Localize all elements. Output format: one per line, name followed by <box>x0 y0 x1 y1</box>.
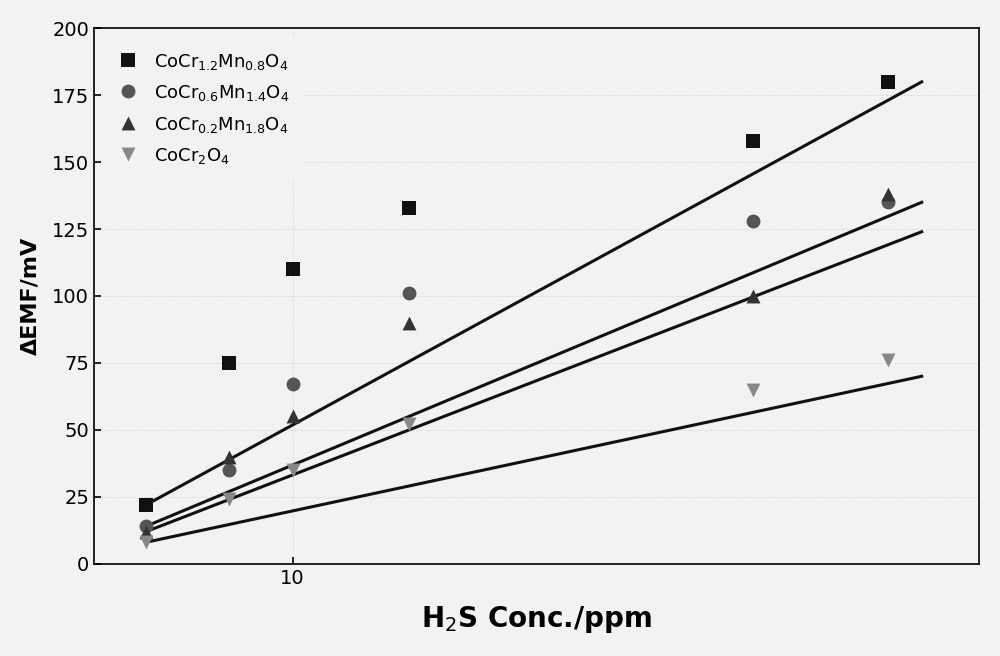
CoCr$_{0.2}$Mn$_{1.8}$O$_4$ <box>745 291 761 301</box>
CoCr$_{1.2}$Mn$_{0.8}$O$_4$ <box>745 136 761 146</box>
CoCr$_{1.2}$Mn$_{0.8}$O$_4$ <box>138 499 154 510</box>
CoCr$_2$O$_4$ <box>221 494 237 504</box>
CoCr$_{1.2}$Mn$_{0.8}$O$_4$ <box>880 77 896 87</box>
CoCr$_{0.2}$Mn$_{1.8}$O$_4$ <box>285 411 301 422</box>
CoCr$_2$O$_4$ <box>401 419 417 430</box>
CoCr$_{1.2}$Mn$_{0.8}$O$_4$ <box>285 264 301 274</box>
CoCr$_{0.6}$Mn$_{1.4}$O$_4$ <box>745 216 761 226</box>
CoCr$_{0.6}$Mn$_{1.4}$O$_4$ <box>138 521 154 531</box>
CoCr$_{0.6}$Mn$_{1.4}$O$_4$ <box>221 464 237 475</box>
CoCr$_{0.2}$Mn$_{1.8}$O$_4$ <box>221 451 237 462</box>
CoCr$_{1.2}$Mn$_{0.8}$O$_4$ <box>401 203 417 213</box>
Y-axis label: ΔEMF/mV: ΔEMF/mV <box>21 237 41 355</box>
CoCr$_{0.6}$Mn$_{1.4}$O$_4$ <box>880 197 896 207</box>
CoCr$_{0.6}$Mn$_{1.4}$O$_4$ <box>401 288 417 298</box>
X-axis label: H$_2$S Conc./ppm: H$_2$S Conc./ppm <box>421 604 652 635</box>
CoCr$_2$O$_4$ <box>880 355 896 365</box>
CoCr$_{0.2}$Mn$_{1.8}$O$_4$ <box>401 318 417 328</box>
CoCr$_{0.6}$Mn$_{1.4}$O$_4$ <box>285 379 301 390</box>
CoCr$_{1.2}$Mn$_{0.8}$O$_4$ <box>221 358 237 368</box>
CoCr$_{0.2}$Mn$_{1.8}$O$_4$ <box>880 189 896 199</box>
Legend: CoCr$_{1.2}$Mn$_{0.8}$O$_4$, CoCr$_{0.6}$Mn$_{1.4}$O$_4$, CoCr$_{0.2}$Mn$_{1.8}$: CoCr$_{1.2}$Mn$_{0.8}$O$_4$, CoCr$_{0.6}… <box>103 37 304 180</box>
CoCr$_2$O$_4$ <box>285 464 301 475</box>
CoCr$_2$O$_4$ <box>138 537 154 548</box>
CoCr$_2$O$_4$ <box>745 384 761 395</box>
CoCr$_{0.2}$Mn$_{1.8}$O$_4$ <box>138 526 154 537</box>
